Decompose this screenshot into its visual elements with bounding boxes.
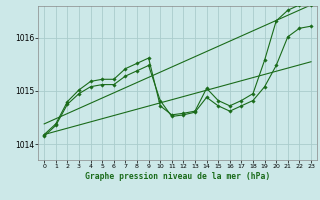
X-axis label: Graphe pression niveau de la mer (hPa): Graphe pression niveau de la mer (hPa)	[85, 172, 270, 181]
